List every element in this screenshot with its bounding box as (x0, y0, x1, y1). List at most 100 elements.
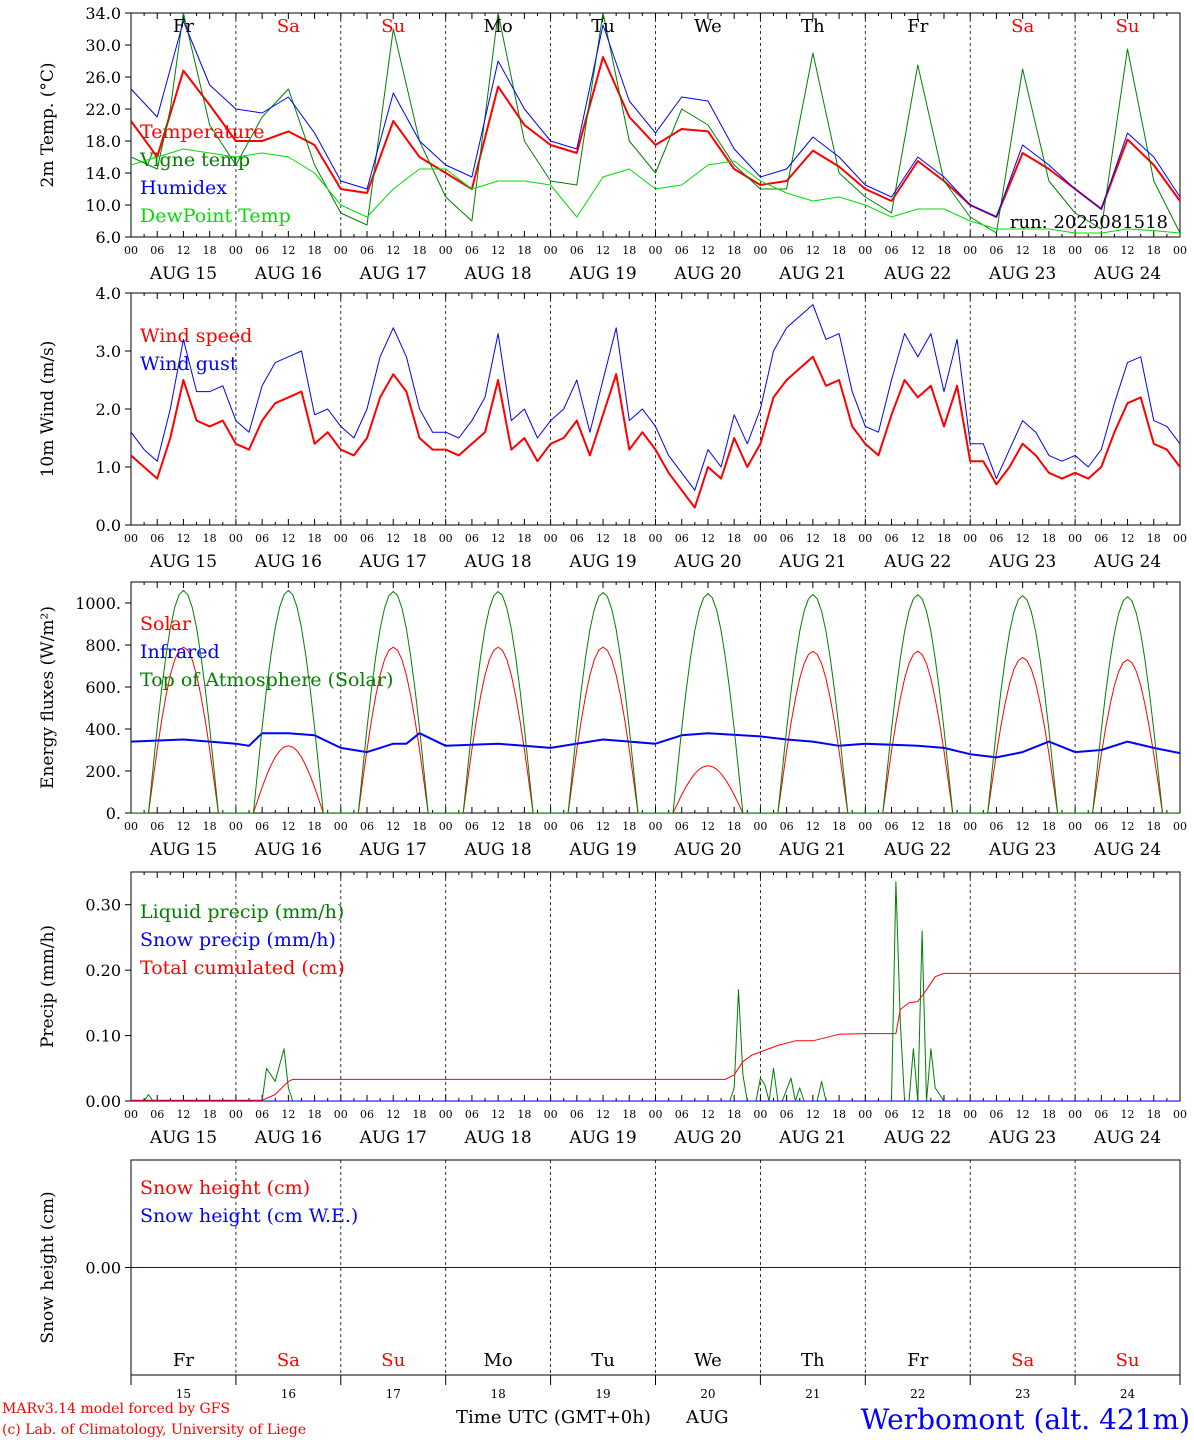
day-number: 22 (910, 1387, 925, 1401)
hour-tick-label: 00 (963, 244, 977, 257)
hour-tick-label: 06 (1094, 820, 1108, 833)
hour-tick-label: 12 (386, 532, 400, 545)
hour-tick-label: 12 (596, 532, 610, 545)
legend-entry: Wind speed (140, 325, 252, 347)
hour-tick-label: 18 (622, 820, 636, 833)
day-label: AUG 21 (778, 1128, 846, 1148)
hour-tick-label: 12 (176, 1108, 190, 1121)
day-label: AUG 21 (778, 552, 846, 572)
series-line-liquid-precip-mm-h- (131, 881, 1180, 1101)
hour-tick-label: 12 (1016, 1108, 1030, 1121)
month-label: AUG (685, 1407, 729, 1428)
hour-tick-label: 06 (675, 820, 689, 833)
run-label: run: 2025081518 (1010, 212, 1168, 233)
hour-tick-label: 00 (649, 1108, 663, 1121)
day-label: AUG 22 (883, 264, 951, 284)
day-number: 15 (176, 1387, 191, 1401)
hour-tick-label: 12 (806, 1108, 820, 1121)
day-label: AUG 15 (149, 1128, 217, 1148)
weekday-label: Su (381, 1350, 405, 1371)
hour-tick-label: 00 (1068, 532, 1082, 545)
day-label: AUG 23 (988, 552, 1056, 572)
hour-tick-label: 12 (911, 244, 925, 257)
hour-tick-label: 00 (544, 532, 558, 545)
hour-tick-label: 06 (570, 1108, 584, 1121)
hour-tick-label: 06 (675, 244, 689, 257)
hour-tick-label: 06 (885, 244, 899, 257)
hour-tick-label: 18 (832, 820, 846, 833)
hour-tick-label: 18 (412, 1108, 426, 1121)
hour-tick-label: 06 (150, 1108, 164, 1121)
hour-tick-label: 06 (885, 1108, 899, 1121)
hour-tick-label: 12 (281, 820, 295, 833)
hour-tick-label: 00 (124, 820, 138, 833)
hour-tick-label: 06 (465, 244, 479, 257)
hour-tick-label: 18 (1147, 1108, 1161, 1121)
legend-entry: Top of Atmosphere (Solar) (140, 669, 393, 691)
day-number: 23 (1015, 1387, 1030, 1401)
model-credit: MARv3.14 model forced by GFS (2, 1401, 230, 1417)
hour-tick-label: 06 (150, 244, 164, 257)
legend-entry: Snow precip (mm/h) (140, 929, 336, 951)
y-tick-label: 1.0 (96, 458, 121, 477)
hour-tick-label: 12 (596, 244, 610, 257)
hour-tick-label: 18 (517, 1108, 531, 1121)
hour-tick-label: 00 (439, 820, 453, 833)
hour-tick-label: 18 (412, 532, 426, 545)
hour-tick-label: 00 (753, 820, 767, 833)
hour-tick-label: 06 (885, 532, 899, 545)
hour-tick-label: 18 (622, 1108, 636, 1121)
series-line-solar (131, 646, 1180, 813)
hour-tick-label: 00 (963, 820, 977, 833)
day-label: AUG 19 (568, 264, 636, 284)
day-label: AUG 15 (149, 552, 217, 572)
day-label: AUG 15 (149, 264, 217, 284)
hour-tick-label: 06 (465, 1108, 479, 1121)
hour-tick-label: 06 (255, 532, 269, 545)
y-tick-label: 6.0 (96, 228, 121, 247)
day-label: AUG 22 (883, 840, 951, 860)
hour-tick-label: 12 (596, 1108, 610, 1121)
day-label: AUG 19 (568, 1128, 636, 1148)
hour-tick-label: 06 (255, 244, 269, 257)
hour-tick-label: 00 (334, 1108, 348, 1121)
hour-tick-label: 12 (701, 1108, 715, 1121)
weekday-label: Su (1116, 1350, 1140, 1371)
day-label: AUG 16 (254, 1128, 322, 1148)
y-tick-label: 0.30 (85, 896, 121, 915)
hour-tick-label: 12 (1121, 244, 1135, 257)
hour-tick-label: 18 (1147, 244, 1161, 257)
hour-tick-label: 12 (386, 820, 400, 833)
day-label: AUG 16 (254, 264, 322, 284)
day-label: AUG 23 (988, 1128, 1056, 1148)
y-tick-label: 34.0 (85, 4, 121, 23)
hour-tick-label: 12 (911, 1108, 925, 1121)
hour-tick-label: 18 (517, 532, 531, 545)
y-tick-label: 1000. (75, 594, 121, 613)
hour-tick-label: 18 (832, 244, 846, 257)
hour-tick-label: 18 (517, 820, 531, 833)
hour-tick-label: 12 (701, 532, 715, 545)
hour-tick-label: 06 (465, 820, 479, 833)
hour-tick-label: 00 (334, 244, 348, 257)
weekday-label: Sa (1011, 1350, 1034, 1371)
y-tick-label: 600. (85, 678, 121, 697)
weekday-label: Sa (277, 16, 300, 37)
hour-tick-label: 18 (203, 244, 217, 257)
legend-entry: Solar (140, 613, 192, 635)
hour-tick-label: 00 (124, 532, 138, 545)
day-label: AUG 18 (464, 552, 532, 572)
hour-tick-label: 18 (1042, 1108, 1056, 1121)
hour-tick-label: 12 (176, 820, 190, 833)
hour-tick-label: 06 (570, 820, 584, 833)
hour-tick-label: 12 (911, 532, 925, 545)
weekday-label: Fr (907, 16, 928, 37)
hour-tick-label: 00 (753, 244, 767, 257)
y-tick-label: 10.0 (85, 196, 121, 215)
hour-tick-label: 18 (832, 532, 846, 545)
hour-tick-label: 06 (1094, 244, 1108, 257)
hour-tick-label: 06 (1094, 1108, 1108, 1121)
y-axis-label: Precip (mm/h) (38, 925, 58, 1048)
hour-tick-label: 12 (491, 1108, 505, 1121)
hour-tick-label: 06 (989, 820, 1003, 833)
